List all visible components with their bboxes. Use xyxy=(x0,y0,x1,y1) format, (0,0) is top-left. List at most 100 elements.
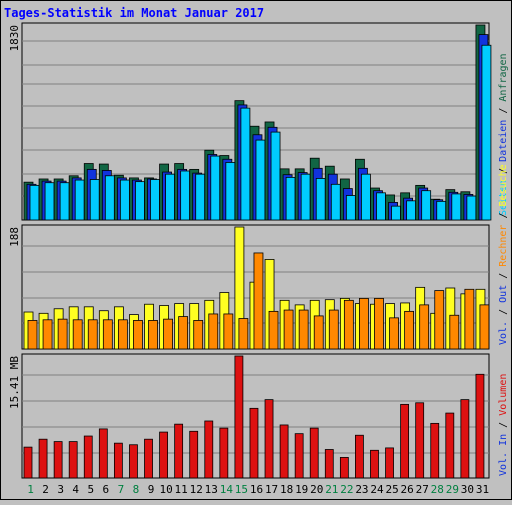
volume-bar-volumen-day-23 xyxy=(355,434,364,479)
visits-bar-rechner-day-8 xyxy=(133,320,143,350)
visits-bar-rechner-day-25 xyxy=(389,317,399,350)
legend-rechner: Rechner xyxy=(498,225,509,267)
volume-bar-volumen-day-24 xyxy=(370,449,379,479)
hits-bar-seiten-day-26 xyxy=(406,200,417,221)
visits-bar-rechner-day-27 xyxy=(419,304,430,350)
volume-bar-volumen-day-16 xyxy=(249,407,259,479)
visits-bar-rechner-day-18 xyxy=(283,309,294,350)
x-axis-labels: 1 2 3 4 5 6 7 8 9 10 11 12 13 14 15 16 17 18 19 20 21 22 23 24 2… xyxy=(27,483,489,496)
volume-bar-volumen-day-9 xyxy=(144,438,153,479)
legend-separator: / xyxy=(498,267,509,285)
hits-bar-seiten-day-23 xyxy=(361,173,371,221)
x-label-day-11: 11 xyxy=(175,483,188,496)
x-label-day-8: 8 xyxy=(133,483,140,496)
x-label-day-21: 21 xyxy=(325,483,338,496)
volume-bar-volumen-day-10 xyxy=(159,431,168,479)
legend-volume: Vol. In / Volumen xyxy=(498,374,509,476)
legend-separator: / xyxy=(498,303,509,321)
legend-vol-in: Vol. In xyxy=(498,434,509,476)
legend-separator: / xyxy=(498,162,509,180)
visits-bar-rechner-day-17 xyxy=(268,310,279,350)
hits-bar-seiten-day-27 xyxy=(421,190,432,221)
x-label-day-6: 6 xyxy=(103,483,110,496)
panel-visits: 188 xyxy=(8,224,490,350)
legend-besuche: Besuche xyxy=(498,164,509,206)
legend-visits: Vol. / Out / Rechner / Besuche xyxy=(498,164,509,345)
volume-bar-volumen-day-5 xyxy=(83,435,93,479)
visits-bar-rechner-day-15 xyxy=(238,318,249,350)
visits-bar-rechner-day-19 xyxy=(298,309,309,350)
legend-separator: / xyxy=(498,207,509,225)
volume-bar-volumen-day-27 xyxy=(415,402,425,479)
hits-bar-seiten-day-25 xyxy=(391,205,401,221)
visits-bar-rechner-day-1 xyxy=(27,320,38,350)
visits-bar-rechner-day-22 xyxy=(343,299,354,350)
volume-bar-volumen-day-4 xyxy=(68,441,78,479)
visits-bar-rechner-day-5 xyxy=(87,319,98,350)
volume-bar-volumen-day-19 xyxy=(294,433,304,479)
volume-bar-volumen-day-15 xyxy=(234,355,244,479)
legend-separator: / xyxy=(498,416,509,434)
hits-bar-seiten-day-5 xyxy=(89,179,100,221)
visits-bar-rechner-day-7 xyxy=(117,319,128,350)
volume-bar-volumen-day-30 xyxy=(460,399,470,479)
volume-bar-volumen-day-26 xyxy=(400,403,410,479)
visits-bar-rechner-day-24 xyxy=(374,297,384,350)
hits-bar-seiten-day-16 xyxy=(255,139,266,221)
x-label-day-13: 13 xyxy=(205,483,218,496)
x-label-day-14: 14 xyxy=(220,483,234,496)
visits-bar-rechner-day-12 xyxy=(193,320,204,350)
x-label-day-22: 22 xyxy=(340,483,353,496)
volume-bar-volumen-day-6 xyxy=(98,428,108,479)
visits-bar-rechner-day-6 xyxy=(102,319,113,350)
visits-bar-rechner-day-3 xyxy=(57,318,68,350)
x-label-day-29: 29 xyxy=(446,483,459,496)
x-label-day-12: 12 xyxy=(190,483,203,496)
legend-separator: / xyxy=(498,102,509,120)
volume-bar-volumen-day-3 xyxy=(53,441,63,479)
visits-bar-rechner-day-23 xyxy=(359,297,369,350)
hits-bar-seiten-day-7 xyxy=(119,179,130,221)
x-label-day-7: 7 xyxy=(118,483,125,496)
hits-bar-seiten-day-17 xyxy=(270,131,281,221)
x-label-day-15: 15 xyxy=(235,483,248,496)
visits-bar-rechner-day-21 xyxy=(328,309,339,350)
x-label-day-17: 17 xyxy=(265,483,278,496)
visits-bar-rechner-day-31 xyxy=(479,304,490,350)
x-label-day-30: 30 xyxy=(461,483,474,496)
visits-bar-rechner-day-16 xyxy=(253,252,264,350)
volume-bar-volumen-day-2 xyxy=(38,438,48,479)
volume-bar-volumen-day-7 xyxy=(113,442,123,479)
hits-bar-seiten-day-21 xyxy=(330,183,341,221)
visits-bar-rechner-day-2 xyxy=(42,319,53,350)
hits-bar-seiten-day-22 xyxy=(345,195,356,221)
x-label-day-31: 31 xyxy=(476,483,489,496)
visits-bar-rechner-day-4 xyxy=(72,319,83,350)
x-label-day-9: 9 xyxy=(148,483,155,496)
hits-bar-seiten-day-31 xyxy=(481,44,492,221)
hits-bar-seiten-day-3 xyxy=(59,182,70,221)
ymax-label-hits: 1830 xyxy=(8,25,21,52)
panel-volume: 15.41 MB xyxy=(8,353,490,479)
hits-bar-seiten-day-18 xyxy=(285,176,296,221)
hits-bar-seiten-day-29 xyxy=(451,193,462,221)
volume-bar-volumen-day-25 xyxy=(385,447,394,479)
volume-bar-volumen-day-1 xyxy=(23,446,33,479)
visits-bar-rechner-day-13 xyxy=(208,313,219,350)
hits-bar-seiten-day-9 xyxy=(150,179,160,221)
visits-bar-rechner-day-14 xyxy=(223,313,234,350)
hits-bar-seiten-day-24 xyxy=(376,192,386,221)
panel-hits: 1830 xyxy=(8,22,492,221)
visits-bar-rechner-day-9 xyxy=(148,320,158,350)
volume-bar-volumen-day-14 xyxy=(219,427,229,479)
hits-bar-seiten-day-6 xyxy=(104,175,115,221)
volume-bar-volumen-day-28 xyxy=(430,422,440,479)
ymax-label-volume: 15.41 MB xyxy=(8,356,21,409)
x-label-day-5: 5 xyxy=(87,483,94,496)
legend-dateien: Dateien xyxy=(498,120,509,162)
x-label-day-19: 19 xyxy=(295,483,308,496)
hits-bar-seiten-day-1 xyxy=(29,184,40,221)
chart-title: Tages-Statistik im Monat Januar 2017 xyxy=(4,6,265,20)
